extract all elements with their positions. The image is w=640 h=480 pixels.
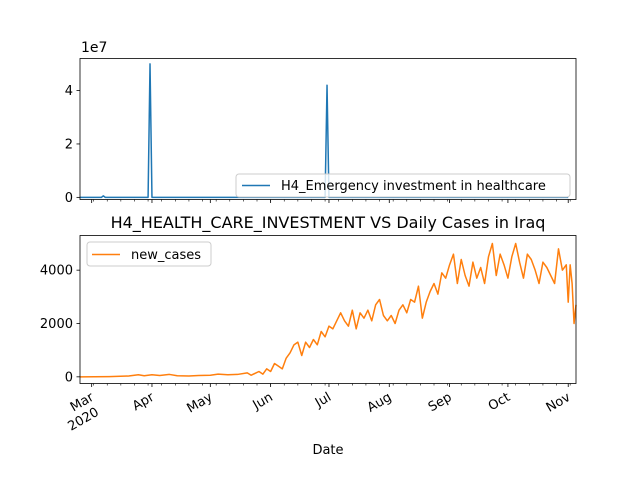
bottom-y-ticks: 0 2000 4000	[40, 264, 80, 385]
bottom-plot-area	[79, 242, 577, 378]
bottom-axes-frame	[79, 235, 577, 384]
top-y-tick-label: 0	[65, 191, 73, 206]
top-y-offset-label: 1e7	[81, 40, 107, 56]
bottom-legend: new_cases	[86, 241, 212, 267]
bottom-y-tick-label: 4000	[40, 264, 73, 279]
bottom-x-axis-label: Date	[312, 443, 343, 458]
top-y-tick-label: 2	[65, 137, 73, 152]
bottom-y-tick-label: 2000	[40, 317, 73, 332]
top-legend: H4_Emergency investment in healthcare	[235, 173, 571, 198]
bottom-legend-label: new_cases	[131, 248, 201, 263]
top-legend-label: H4_Emergency investment in healthcare	[281, 179, 546, 194]
bottom-series-line	[79, 242, 577, 378]
top-legend-box	[235, 173, 571, 198]
top-plot-area	[80, 63, 569, 199]
top-axes-frame	[79, 58, 577, 200]
top-y-tick-label: 4	[65, 84, 73, 99]
bottom-legend-box	[86, 241, 212, 267]
bottom-y-tick-label: 0	[65, 370, 73, 385]
top-series-line	[80, 63, 569, 199]
bottom-x-tick-label: Jul	[312, 390, 334, 411]
top-y-ticks: 0 2 4	[65, 84, 80, 206]
top-axes: 1e7 0 2 4 H4_Emergency investment in healt…	[65, 40, 577, 206]
bottom-chart-title: H4_HEALTH_CARE_INVESTMENT VS Daily Cases…	[111, 213, 546, 233]
top-x-ticks	[91, 199, 571, 203]
